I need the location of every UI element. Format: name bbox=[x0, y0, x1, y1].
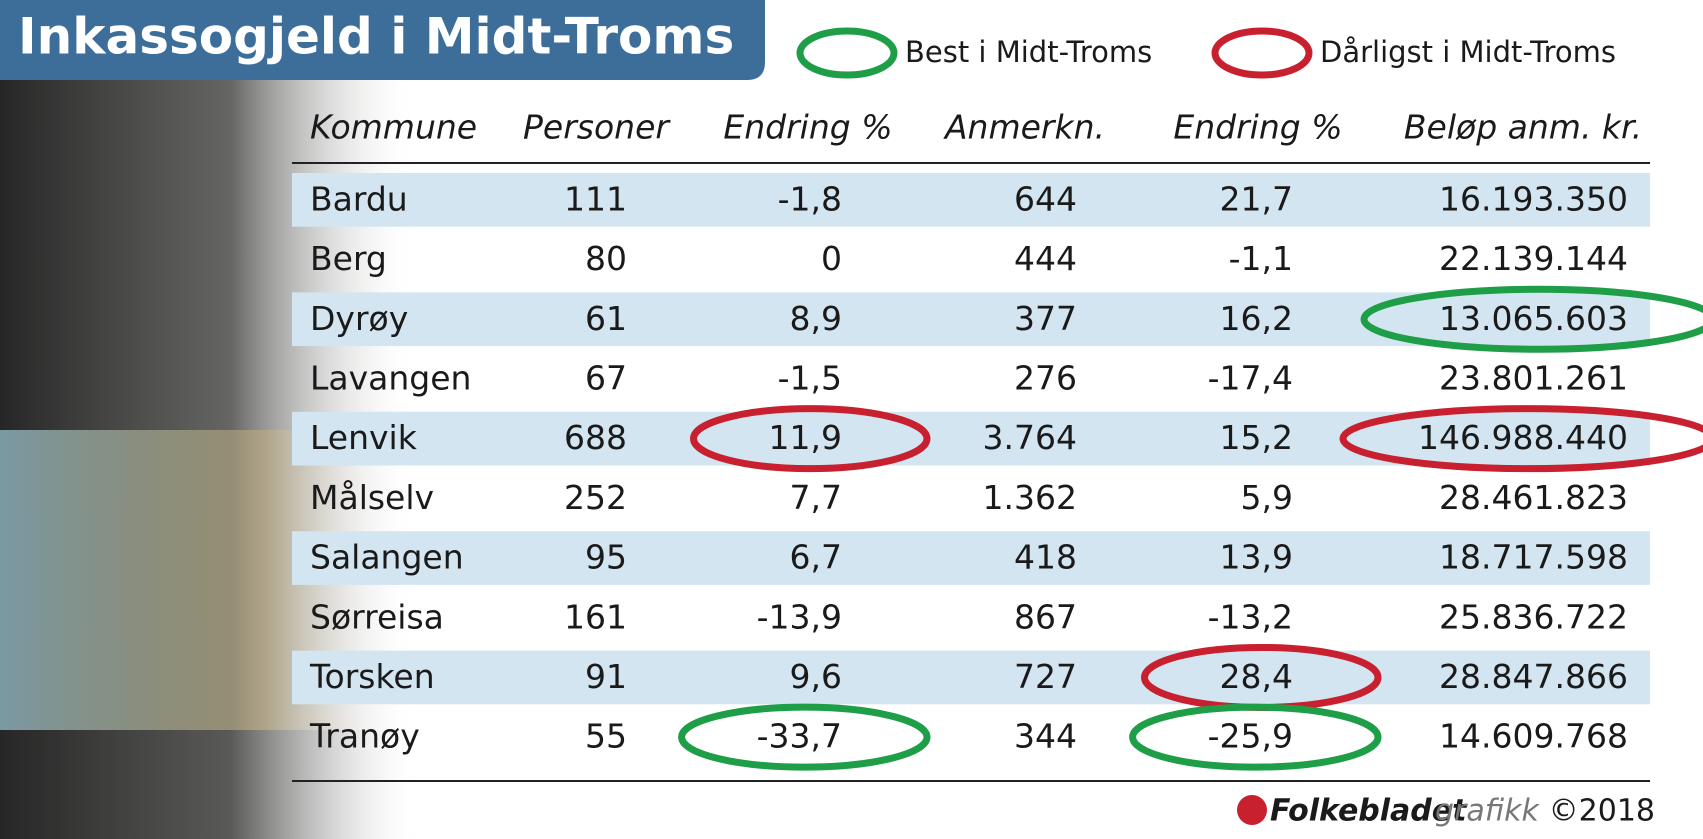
table-cell: 13.065.603 bbox=[1439, 299, 1628, 338]
table-cell: 111 bbox=[564, 179, 627, 218]
table-cell: 13,9 bbox=[1220, 538, 1293, 577]
table-cell: 28.461.823 bbox=[1439, 478, 1628, 517]
table-cell: 91 bbox=[585, 657, 627, 696]
table-cell: 344 bbox=[1014, 717, 1077, 756]
table-cell: 16.193.350 bbox=[1439, 179, 1628, 218]
table-cell: 18.717.598 bbox=[1439, 538, 1628, 577]
logo bbox=[1237, 795, 1267, 825]
column-header: Endring % bbox=[723, 108, 892, 147]
column-header: Beløp anm. kr. bbox=[1404, 108, 1642, 147]
table-cell: 9,6 bbox=[790, 657, 842, 696]
footer-copyright: ©2018 bbox=[1549, 794, 1655, 829]
table-cell: 3.764 bbox=[983, 418, 1077, 457]
legend-swatch bbox=[796, 27, 898, 79]
table-cell: Bardu bbox=[310, 179, 408, 218]
table-cell: -17,4 bbox=[1208, 358, 1293, 397]
highlight-circle bbox=[1360, 285, 1703, 353]
table-cell: 1.362 bbox=[983, 478, 1077, 517]
table-cell: 0 bbox=[821, 239, 842, 278]
table: Kommune Personer Endring % Anmerkn. Endring … bbox=[292, 108, 1703, 771]
table-cell: -13,9 bbox=[757, 597, 842, 636]
table-cell: Dyrøy bbox=[310, 299, 408, 338]
table-cell: 418 bbox=[1014, 538, 1077, 577]
table-cell: 688 bbox=[564, 418, 627, 457]
legend: Best i Midt-Troms Dårligst i Midt-Troms bbox=[796, 27, 1616, 79]
table-cell: 867 bbox=[1014, 597, 1077, 636]
column-header: Endring % bbox=[1173, 108, 1342, 147]
table-cell: -25,9 bbox=[1208, 717, 1293, 756]
table-cell: -1,8 bbox=[778, 179, 842, 218]
table-cell: -13,2 bbox=[1208, 597, 1293, 636]
table-cell: 55 bbox=[585, 717, 627, 756]
column-header: Anmerkn. bbox=[943, 108, 1105, 147]
row-band bbox=[292, 173, 1650, 227]
table-cell: 67 bbox=[585, 358, 627, 397]
table-cell: -33,7 bbox=[757, 717, 842, 756]
table-cell: 276 bbox=[1014, 358, 1077, 397]
title: Inkassogjeld i Midt-Troms bbox=[18, 8, 734, 66]
table-cell: 644 bbox=[1014, 179, 1077, 218]
table-cell: 95 bbox=[585, 538, 627, 577]
table-cell: Sørreisa bbox=[310, 597, 444, 636]
column-header: Kommune bbox=[310, 108, 477, 147]
row-band bbox=[292, 650, 1650, 705]
table-cell: 15,2 bbox=[1220, 418, 1293, 457]
table-cell: Lenvik bbox=[310, 418, 418, 457]
table-cell: 23.801.261 bbox=[1439, 358, 1628, 397]
highlight-circle bbox=[690, 405, 931, 473]
table-cell: 28,4 bbox=[1220, 657, 1293, 696]
table-cell: 11,9 bbox=[769, 418, 842, 457]
legend-swatch bbox=[1211, 27, 1313, 79]
table-cell: 16,2 bbox=[1220, 299, 1293, 338]
legend-label: Best i Midt-Troms bbox=[905, 35, 1152, 69]
row-band bbox=[292, 531, 1650, 585]
highlight-circle bbox=[1339, 405, 1703, 473]
table-cell: Lavangen bbox=[310, 358, 471, 397]
row-band bbox=[292, 292, 1650, 347]
row-band bbox=[292, 411, 1650, 466]
title-bar bbox=[0, 0, 765, 80]
table-cell: 252 bbox=[564, 478, 627, 517]
table-cell: Tranøy bbox=[309, 717, 420, 756]
table-cell: 61 bbox=[585, 299, 627, 338]
footer-brand: Folkebladet bbox=[1270, 794, 1468, 829]
table-cell: 25.836.722 bbox=[1439, 597, 1628, 636]
table-cell: 377 bbox=[1014, 299, 1077, 338]
table-cell: 21,7 bbox=[1220, 179, 1293, 218]
column-header: Personer bbox=[523, 108, 671, 147]
table-cell: 80 bbox=[585, 239, 627, 278]
table-cell: 6,7 bbox=[790, 538, 842, 577]
footer: Folkebladet grafikk ©2018 bbox=[1237, 794, 1655, 829]
table-cell: 5,9 bbox=[1241, 478, 1293, 517]
table-cell: -1,1 bbox=[1229, 239, 1293, 278]
table-cell: -1,5 bbox=[778, 358, 842, 397]
table-cell: Salangen bbox=[310, 538, 464, 577]
table-cell: Målselv bbox=[310, 478, 434, 517]
table-cell: 8,9 bbox=[790, 299, 842, 338]
table-cell: 161 bbox=[564, 597, 627, 636]
table-cell: Berg bbox=[310, 239, 387, 278]
table-cell: 444 bbox=[1014, 239, 1077, 278]
table-cell: 146.988.440 bbox=[1418, 418, 1628, 457]
footer-suffix: grafikk bbox=[1435, 794, 1541, 829]
table-cell: 727 bbox=[1014, 657, 1077, 696]
highlight-circle bbox=[678, 703, 931, 771]
table-cell: 14.609.768 bbox=[1439, 717, 1628, 756]
table-cell: Torsken bbox=[309, 657, 435, 696]
legend-label: Dårligst i Midt-Troms bbox=[1320, 35, 1616, 69]
highlight-circle bbox=[1129, 703, 1382, 771]
table-cell: 28.847.866 bbox=[1439, 657, 1628, 696]
table-cell: 7,7 bbox=[790, 478, 842, 517]
table-cell: 22.139.144 bbox=[1439, 239, 1628, 278]
